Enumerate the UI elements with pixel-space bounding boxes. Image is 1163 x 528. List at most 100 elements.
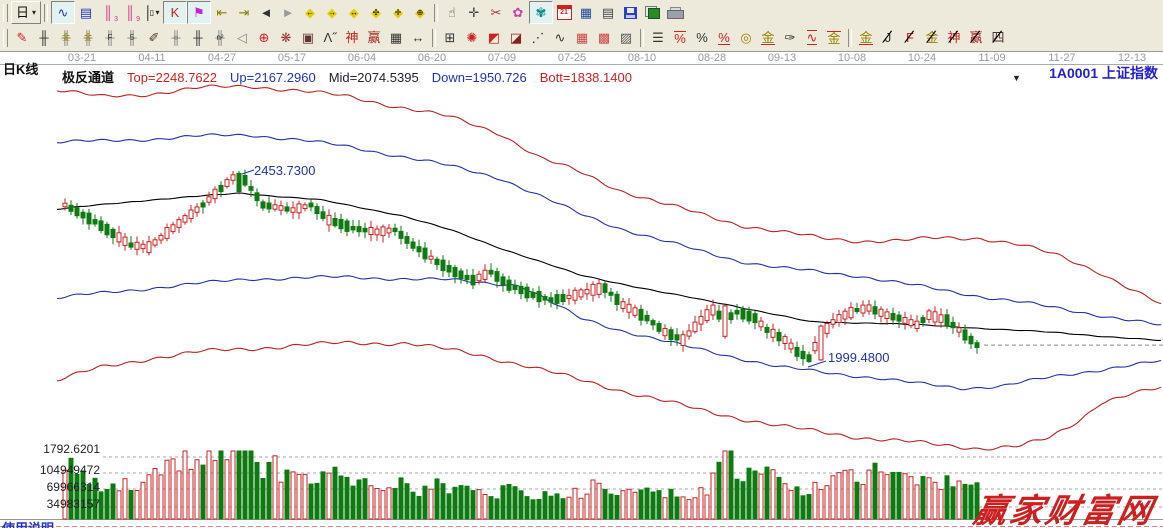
pen-measure-icon[interactable]: ✐ — [148, 30, 160, 45]
circle-ruler-icon[interactable]: ╫ ○ — [171, 30, 181, 45]
overlay-wave-icon[interactable]: ∿ — [51, 1, 75, 24]
date-tick-label: 07-09 — [487, 52, 517, 64]
shen-diagonal-icon[interactable]: 神 ∕ — [947, 27, 961, 47]
print-icon[interactable] — [663, 2, 685, 23]
date-tick-label: 06-04 — [347, 52, 377, 64]
candle-style-button[interactable]: │ ▯ ▾ — [144, 5, 160, 20]
indicator-top-value: Top=2248.7622 — [127, 70, 218, 85]
smart-analysis-icon[interactable]: ✾ — [529, 1, 553, 24]
calculator-icon[interactable]: ▦ — [579, 5, 593, 20]
save-icon[interactable] — [619, 2, 641, 23]
toolbar-row-1: 日 ▾ ∿ ▤ ║ 3 ║ 9 │ ▯ ▾ K ⚑ ⇤ ⇥ ◄ ► ◆ ← ◆ → ◆ ↔ ◆ ✣ ◆ ✛ ◆ ⊕ ☝ ✛ ✂ ✿ ✾ 21 ▦ ▤ — [0, 0, 1163, 25]
mark-tool-icon[interactable]: ✿ — [512, 5, 524, 20]
fib-ruler-icon[interactable]: ╫ F — [105, 30, 115, 45]
ruler-hash-icon[interactable]: ╫ — [39, 30, 49, 45]
zigzag-icon[interactable]: ∿ — [554, 30, 566, 45]
gold-circle-icon[interactable]: ◎ — [740, 30, 752, 45]
gann-grid-icon[interactable]: ▦ — [575, 30, 589, 45]
gold-ruler-icon[interactable]: ╫ 金 — [61, 30, 71, 45]
notes-icon[interactable]: ▤ — [601, 5, 615, 20]
chart-marker-triangle: ▼ — [1012, 73, 1021, 83]
gann-fan-icon[interactable]: ◩ — [487, 30, 501, 45]
shift-right-diamond[interactable]: ◆ → — [327, 5, 337, 20]
clipped-caption: 使用说明 — [2, 518, 54, 528]
ladder-icon[interactable]: ☰ — [652, 30, 664, 45]
gold-band-icon[interactable]: 金 — [827, 30, 841, 46]
kline-period-label: 日K线 — [3, 62, 39, 77]
gold-ruler2-icon[interactable]: ╫ 金 — [83, 30, 93, 45]
gold-underline-icon[interactable]: 金 — [859, 29, 873, 45]
toolbar: 日 ▾ ∿ ▤ ║ 3 ║ 9 │ ▯ ▾ K ⚑ ⇤ ⇥ ◄ ► ◆ ← ◆ → ◆ ↔ ◆ ✣ ◆ ✛ ◆ ⊕ ☝ ✛ ✂ ✿ ✾ 21 ▦ ▤ ✎… — [0, 0, 1163, 52]
date-tick-label: 03-21 — [67, 52, 97, 64]
indicator-bott-value: Bott=1838.1400 — [539, 70, 632, 85]
date-tick-label: 07-25 — [557, 52, 587, 64]
hash-icon[interactable]: ╫ — [193, 30, 203, 45]
gold-diagonal-icon[interactable]: 金 ∕ — [925, 27, 939, 47]
four-diagonal-icon[interactable]: 四 ∕ — [991, 27, 1005, 47]
next-button[interactable]: ► — [281, 5, 295, 20]
f-diagonal-icon[interactable]: F ∕ — [906, 27, 914, 47]
percent-retrace-icon[interactable]: % — [718, 29, 730, 45]
percent-line-icon[interactable]: % — [674, 30, 686, 46]
gann-rays-icon[interactable]: ✺ — [466, 30, 478, 45]
star-burst-icon[interactable]: ❋ — [280, 30, 292, 45]
percent-icon[interactable]: % — [696, 30, 708, 45]
last-page-button[interactable]: ⇥ — [238, 5, 250, 20]
volume-ma3-icon[interactable]: ║ 3 — [103, 5, 118, 23]
shift-left-diamond[interactable]: ◆ ← — [305, 5, 315, 20]
watermark: 赢家财富网 — [970, 491, 1159, 528]
date-tick-label: 06-20 — [417, 52, 447, 64]
win-tool-icon[interactable]: 赢 — [367, 30, 381, 45]
indicator-mid-value: Mid=2074.5395 — [328, 70, 419, 85]
price-note-icon[interactable]: ✑ — [784, 30, 796, 45]
wave-mark-icon[interactable]: Λ˝ — [323, 30, 337, 45]
speed-lines-icon[interactable]: ⋰ — [531, 30, 545, 45]
pointer-icon[interactable]: ◁ — [237, 30, 247, 45]
date-tick-label: 10-08 — [837, 52, 867, 64]
win-diagonal-icon[interactable]: 赢 ∕ — [969, 27, 983, 47]
hand-tool-icon[interactable]: ☝ — [448, 5, 456, 20]
j-diagonal-icon[interactable]: J ∕ — [884, 27, 892, 47]
draw-line-icon[interactable]: ✎ — [16, 30, 28, 45]
calendar-icon[interactable]: 21 — [553, 2, 575, 23]
date-tick-label: 08-10 — [627, 52, 657, 64]
toolbar-separator — [848, 28, 852, 47]
trend-flag-icon[interactable]: ⚑ — [187, 1, 211, 24]
n2-ruler-icon[interactable]: ╫ n² — [215, 30, 225, 45]
volume-scale-label: 1792.6201 — [43, 442, 100, 456]
compress-diamond[interactable]: ◆ ↔ — [349, 5, 359, 20]
zoom-in-diamond[interactable]: ◆ ✛ — [393, 5, 403, 20]
quadrant-icon[interactable]: ⊞ — [444, 30, 456, 45]
first-page-button[interactable]: ⇤ — [216, 5, 228, 20]
kline-tool-icon[interactable]: K — [163, 1, 187, 24]
target-circle-icon[interactable]: ⊕ — [258, 30, 270, 45]
date-tick-label: 11-09 — [978, 52, 1006, 64]
toolbar-separator — [640, 28, 644, 47]
cut-tool-icon[interactable]: ✂ — [490, 5, 502, 20]
wave-band-icon[interactable]: ∿ — [806, 30, 818, 45]
crosshair-tool-icon[interactable]: ✛ — [468, 5, 480, 20]
shen-tool-icon[interactable]: 神 — [345, 30, 359, 45]
period-day-button[interactable]: 日 ▾ — [11, 1, 41, 24]
volume-ma9-icon[interactable]: ║ 9 — [125, 5, 140, 23]
date-tick-label: 04-27 — [207, 52, 237, 64]
prev-button[interactable]: ◄ — [259, 5, 273, 20]
expand-diamond[interactable]: ◆ ✣ — [371, 5, 381, 20]
span-arrows-icon[interactable]: ↔ — [411, 30, 425, 45]
gann-grid2-icon[interactable]: ▩ — [597, 30, 611, 45]
gold-section-icon[interactable]: 金 — [761, 29, 775, 45]
gann-fan2-icon[interactable]: ◪ — [509, 30, 523, 45]
date-tick-label: 04-11 — [138, 52, 166, 64]
indicator-down-value: Down=1950.726 — [431, 70, 527, 85]
spiral-ruler-icon[interactable]: ╫ 5 — [127, 30, 137, 45]
zoom-out-diamond[interactable]: ◆ ⊕ — [415, 5, 425, 20]
date-tick-label: 10-24 — [907, 52, 937, 64]
date-tick-label: 05-17 — [277, 52, 307, 64]
info-doc-icon[interactable]: ▤ — [79, 5, 93, 20]
hatch-lines-icon[interactable]: ▨ — [619, 30, 633, 45]
target-square-icon[interactable]: ▣ — [301, 30, 315, 45]
grid-123-icon[interactable]: ▦ — [389, 30, 403, 45]
data-cards-icon[interactable] — [641, 2, 663, 23]
